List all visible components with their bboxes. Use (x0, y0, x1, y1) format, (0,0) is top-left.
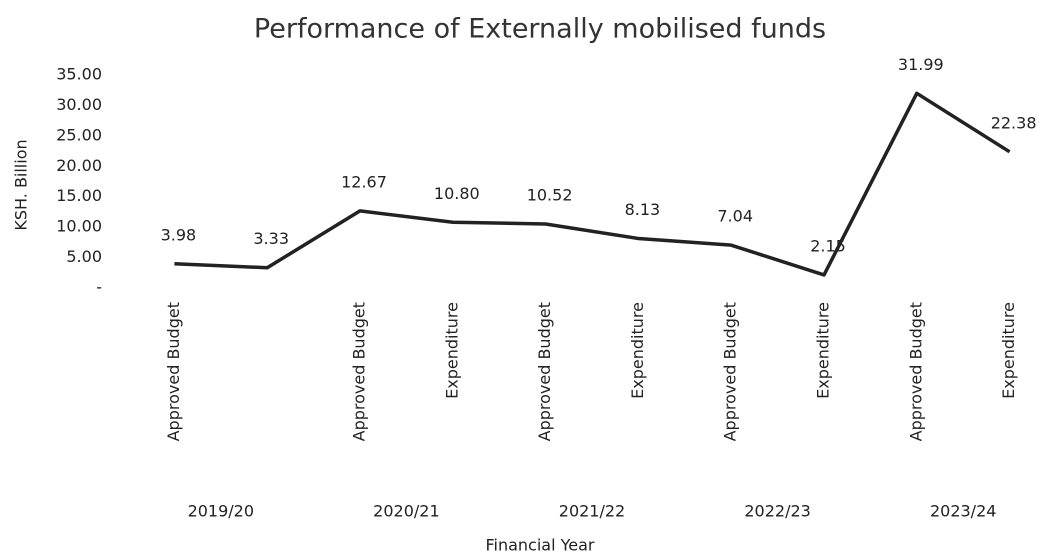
chart-title: Performance of Externally mobilised fund… (254, 14, 826, 45)
x-tick-label: Approved Budget (535, 302, 554, 441)
y-tick-label: 5.00 (66, 247, 102, 266)
y-tick-label: 10.00 (56, 217, 102, 236)
x-tick-label: Approved Budget (906, 302, 925, 441)
data-label: 10.80 (434, 184, 480, 203)
data-label: 2.15 (810, 236, 846, 255)
y-tick-label: 35.00 (56, 65, 102, 84)
data-label: 22.38 (991, 113, 1037, 132)
data-label: 31.99 (898, 55, 944, 74)
x-tick-label: Expenditure (628, 302, 647, 399)
group-label: 2022/23 (744, 502, 810, 521)
group-label: 2020/21 (373, 502, 439, 521)
data-label: 8.13 (625, 200, 661, 219)
y-tick-label: 20.00 (56, 156, 102, 175)
group-label: 2021/22 (559, 502, 625, 521)
data-label: 12.67 (341, 172, 387, 191)
data-label: 10.52 (527, 185, 573, 204)
x-tick-label: Approved Budget (350, 302, 369, 441)
data-label: 7.04 (717, 207, 753, 226)
line (174, 91, 1011, 277)
x-tick-label: Expenditure (814, 302, 833, 399)
data-label: 3.33 (253, 229, 289, 248)
x-tick-label: Approved Budget (721, 302, 740, 441)
y-tick-label: - (96, 278, 102, 297)
x-tick-label: Expenditure (999, 302, 1018, 399)
data-label: 3.98 (161, 225, 197, 244)
group-label: 2023/24 (930, 502, 996, 521)
x-tick-label: Approved Budget (164, 302, 183, 441)
y-tick-label: 25.00 (56, 125, 102, 144)
y-tick-label: 15.00 (56, 186, 102, 205)
x-tick-label: Expenditure (442, 302, 461, 399)
y-tick-label: 30.00 (56, 95, 102, 114)
y-axis-title: KSH. Billion (12, 139, 31, 230)
x-axis-title: Financial Year (485, 536, 594, 555)
group-label: 2019/20 (188, 502, 254, 521)
